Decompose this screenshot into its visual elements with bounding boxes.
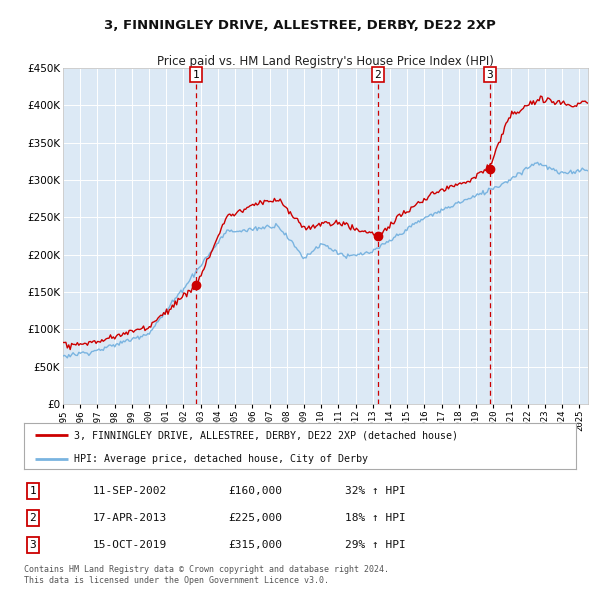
Text: 1: 1 [29,486,37,496]
Text: 3, FINNINGLEY DRIVE, ALLESTREE, DERBY, DE22 2XP (detached house): 3, FINNINGLEY DRIVE, ALLESTREE, DERBY, D… [74,431,458,441]
Text: Contains HM Land Registry data © Crown copyright and database right 2024.: Contains HM Land Registry data © Crown c… [24,565,389,574]
Text: This data is licensed under the Open Government Licence v3.0.: This data is licensed under the Open Gov… [24,576,329,585]
Text: 32% ↑ HPI: 32% ↑ HPI [345,486,406,496]
Text: £160,000: £160,000 [228,486,282,496]
Text: HPI: Average price, detached house, City of Derby: HPI: Average price, detached house, City… [74,454,368,464]
Text: 18% ↑ HPI: 18% ↑ HPI [345,513,406,523]
Title: Price paid vs. HM Land Registry's House Price Index (HPI): Price paid vs. HM Land Registry's House … [157,55,494,68]
Text: 3: 3 [29,540,37,550]
Text: 1: 1 [193,70,199,80]
Text: 3: 3 [487,70,493,80]
Text: £225,000: £225,000 [228,513,282,523]
Text: £315,000: £315,000 [228,540,282,550]
Text: 29% ↑ HPI: 29% ↑ HPI [345,540,406,550]
Text: 3, FINNINGLEY DRIVE, ALLESTREE, DERBY, DE22 2XP: 3, FINNINGLEY DRIVE, ALLESTREE, DERBY, D… [104,19,496,32]
Text: 15-OCT-2019: 15-OCT-2019 [93,540,167,550]
Text: 11-SEP-2002: 11-SEP-2002 [93,486,167,496]
Text: 17-APR-2013: 17-APR-2013 [93,513,167,523]
Text: 2: 2 [374,70,381,80]
Text: 2: 2 [29,513,37,523]
